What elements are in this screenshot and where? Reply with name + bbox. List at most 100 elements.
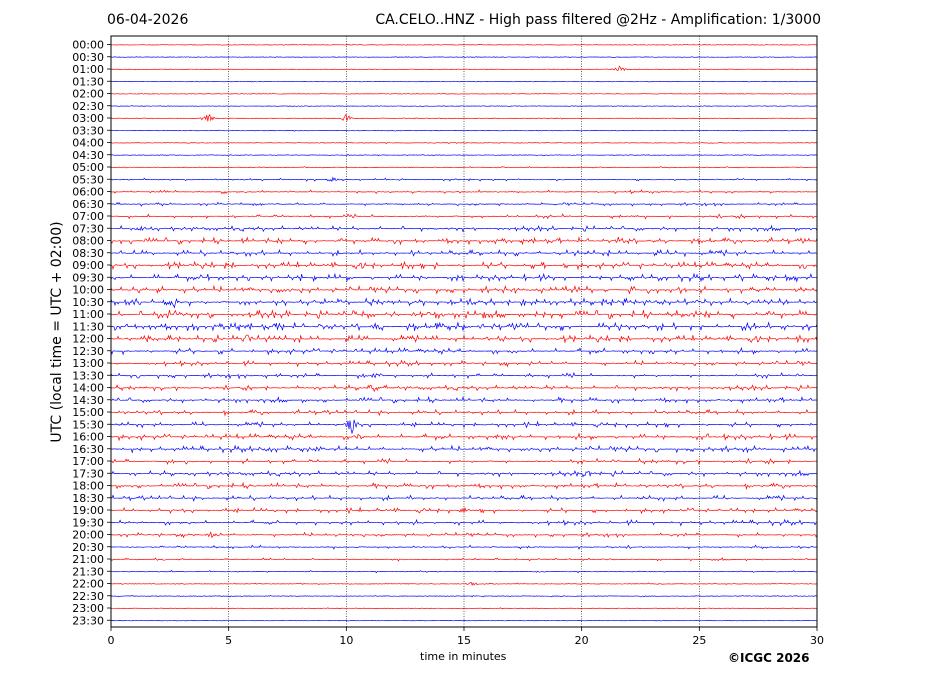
trace-0700: [110, 213, 818, 220]
x-tick-label: 20: [575, 634, 589, 647]
x-axis-label: time in minutes: [420, 650, 507, 663]
trace-0530: [110, 176, 818, 183]
trace-0630: [110, 201, 818, 207]
trace-1900: [110, 506, 818, 515]
y-tick-label: 18:00: [72, 480, 104, 493]
y-tick-label: 04:00: [72, 137, 104, 150]
y-tick-label: 17:30: [72, 467, 104, 480]
x-tick-label: 5: [225, 634, 232, 647]
vertical-grid: [228, 36, 700, 627]
y-tick-label: 16:00: [72, 431, 104, 444]
trace-2300: [110, 607, 818, 610]
y-tick-label: 23:30: [72, 614, 104, 627]
y-tick-label: 10:30: [72, 296, 104, 309]
trace-0300: [110, 113, 818, 122]
y-tick-label: 02:00: [72, 88, 104, 101]
trace-1100: [110, 309, 818, 320]
y-tick-label: 23:00: [72, 602, 104, 615]
trace-2230: [110, 594, 818, 598]
trace-1600: [110, 432, 818, 442]
trace-0330: [110, 129, 818, 132]
y-tick-label: 18:30: [72, 492, 104, 505]
trace-0430: [110, 153, 818, 157]
y-axis-label: UTC (local time = UTC + 02:00): [49, 221, 65, 443]
y-tick-label: 19:30: [72, 516, 104, 529]
trace-1000: [110, 284, 818, 295]
trace-0230: [110, 105, 818, 107]
x-tick-label: 30: [810, 634, 824, 647]
y-tick-label: 17:00: [72, 455, 104, 468]
trace-0100: [110, 65, 818, 72]
trace-2030: [110, 544, 818, 550]
trace-0800: [110, 236, 818, 246]
trace-0930: [110, 272, 818, 283]
trace-2100: [110, 557, 818, 562]
y-tick-label: 08:00: [72, 235, 104, 248]
y-tick-label: 07:30: [72, 222, 104, 235]
y-tick-label: 05:30: [72, 173, 104, 186]
trace-1200: [110, 333, 818, 344]
trace-1630: [110, 444, 818, 454]
trace-1700: [110, 457, 818, 466]
trace-0730: [110, 224, 818, 233]
y-tick-label: 09:30: [72, 271, 104, 284]
trace-1530: [110, 419, 818, 435]
y-tick-label: 00:00: [72, 39, 104, 52]
y-tick-label: 06:30: [72, 198, 104, 211]
trace-1400: [110, 384, 818, 393]
x-tick-label: 10: [339, 634, 353, 647]
trace-1030: [110, 297, 818, 309]
y-tick-label: 03:00: [72, 112, 104, 125]
y-tick-label: 10:00: [72, 284, 104, 297]
x-axis: 0 5 10 15 20 25 30: [108, 627, 824, 647]
y-tick-label: 19:00: [72, 504, 104, 517]
trace-2200: [110, 581, 818, 586]
trace-2000: [110, 531, 818, 539]
trace-1330: [110, 371, 818, 380]
trace-1430: [110, 395, 818, 405]
y-axis: 00:0000:3001:0001:3002:0002:3003:0003:30…: [72, 39, 111, 627]
y-tick-label: 01:30: [72, 75, 104, 88]
x-tick-label: 25: [692, 634, 706, 647]
x-tick-label: 0: [108, 634, 115, 647]
y-tick-label: 09:00: [72, 259, 104, 272]
trace-0130: [110, 80, 818, 83]
trace-2130: [110, 569, 818, 574]
y-tick-label: 02:30: [72, 100, 104, 113]
trace-1130: [110, 321, 818, 332]
y-tick-label: 07:00: [72, 210, 104, 223]
trace-1230: [110, 346, 818, 356]
trace-1800: [110, 481, 818, 491]
y-tick-label: 01:00: [72, 63, 104, 76]
y-tick-label: 00:30: [72, 51, 104, 64]
y-tick-label: 12:00: [72, 333, 104, 346]
trace-0400: [110, 141, 818, 145]
y-tick-label: 13:30: [72, 369, 104, 382]
y-tick-label: 20:00: [72, 529, 104, 542]
trace-1930: [110, 518, 818, 527]
y-tick-label: 13:00: [72, 357, 104, 370]
trace-0500: [110, 166, 818, 169]
trace-0600: [110, 189, 818, 195]
y-tick-label: 15:30: [72, 418, 104, 431]
y-tick-label: 21:00: [72, 553, 104, 566]
y-tick-label: 06:00: [72, 186, 104, 199]
chart-title: CA.CELO..HNZ - High pass filtered @2Hz -…: [375, 12, 821, 28]
trace-0000: [110, 44, 818, 46]
y-tick-label: 22:00: [72, 578, 104, 591]
y-tick-label: 16:30: [72, 443, 104, 456]
y-tick-label: 15:00: [72, 406, 104, 419]
y-tick-label: 14:00: [72, 382, 104, 395]
trace-1830: [110, 494, 818, 502]
trace-1300: [110, 359, 818, 368]
trace-0200: [110, 93, 818, 95]
y-tick-label: 03:30: [72, 124, 104, 137]
y-tick-label: 14:30: [72, 394, 104, 407]
trace-0030: [110, 56, 818, 58]
y-tick-label: 11:00: [72, 308, 104, 321]
copyright-label: ©ICGC 2026: [728, 651, 810, 665]
trace-1730: [110, 469, 818, 478]
trace-0830: [110, 248, 818, 258]
y-tick-label: 05:00: [72, 161, 104, 174]
